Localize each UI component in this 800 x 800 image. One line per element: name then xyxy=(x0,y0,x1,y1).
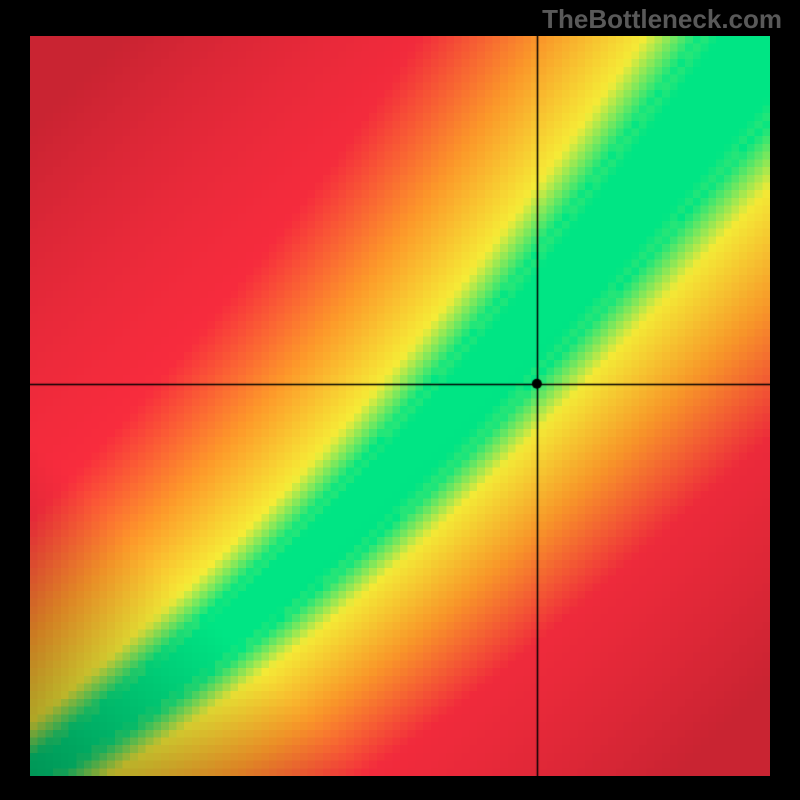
chart-container: TheBottleneck.com xyxy=(0,0,800,800)
crosshair-overlay xyxy=(30,36,770,776)
watermark-text: TheBottleneck.com xyxy=(542,4,782,35)
